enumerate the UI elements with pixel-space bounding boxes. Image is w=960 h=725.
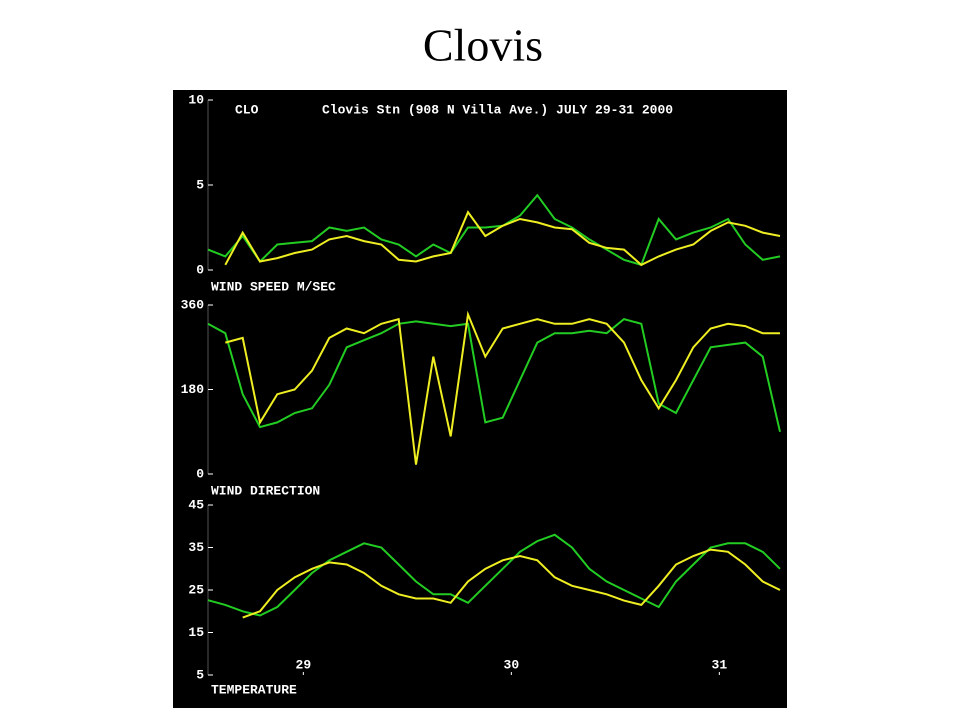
y-tick-label: 0 xyxy=(196,466,204,481)
panel-label: TEMPERATURE xyxy=(211,682,297,697)
data-line xyxy=(207,193,781,267)
y-tick-label: 5 xyxy=(196,667,204,682)
x-tick-label: 29 xyxy=(296,657,312,672)
y-tick-label: 5 xyxy=(196,177,204,192)
y-tick-label: 45 xyxy=(188,497,204,512)
y-tick-label: 10 xyxy=(188,92,204,107)
y-tick-label: 15 xyxy=(188,625,204,640)
y-tick-label: 0 xyxy=(196,262,204,277)
data-line xyxy=(242,548,781,619)
x-tick-label: 30 xyxy=(504,657,520,672)
panel-label: WIND SPEED M/SEC xyxy=(211,279,336,294)
station-code: CLO xyxy=(235,102,259,117)
y-tick-label: 25 xyxy=(188,582,204,597)
data-line xyxy=(225,310,780,465)
chart-title: Clovis Stn (908 N Villa Ave.) JULY 29-31… xyxy=(322,102,673,117)
x-tick-label: 31 xyxy=(712,657,728,672)
y-tick-label: 35 xyxy=(188,540,204,555)
y-tick-label: 180 xyxy=(181,382,205,397)
chart-panel xyxy=(173,90,787,708)
y-tick-label: 360 xyxy=(181,297,205,312)
data-line xyxy=(224,210,781,267)
panel-label: WIND DIRECTION xyxy=(211,483,320,498)
data-line xyxy=(207,318,781,433)
slide-title: Clovis xyxy=(423,20,543,71)
data-line xyxy=(207,533,781,617)
